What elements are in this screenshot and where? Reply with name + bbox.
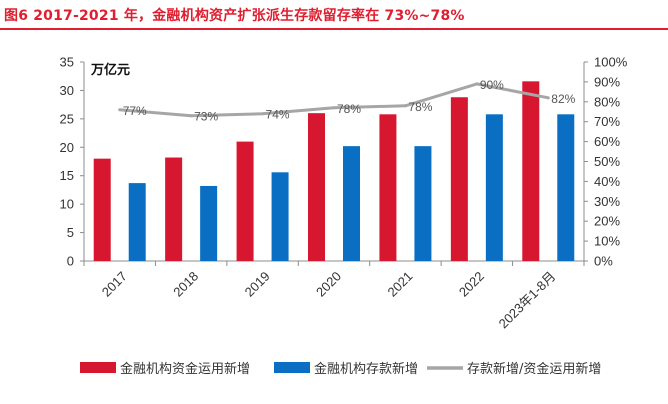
right-tick-label: 0% [594, 254, 613, 269]
bar-deposit-new [200, 185, 218, 261]
x-category-label: 2017 [99, 269, 130, 300]
ratio-line-point [189, 114, 193, 118]
bar-deposit-new [271, 172, 289, 261]
left-tick-label: 10 [60, 197, 74, 212]
bar-fund-use-new [308, 113, 325, 262]
right-tick-label: 60% [594, 134, 620, 149]
x-category-label: 2022 [456, 269, 487, 300]
right-tick-label: 40% [594, 174, 620, 189]
bar-deposit-new [557, 114, 575, 262]
left-tick-label: 35 [60, 55, 74, 70]
x-category-label: 2023年1-8月 [496, 269, 559, 332]
ratio-data-label: 73% [194, 110, 218, 124]
left-tick-label: 0 [67, 254, 74, 269]
legend-swatch [274, 362, 310, 373]
x-axis: 2017 2018 2019 2020 2021 2022 2023年1-8月 [83, 260, 585, 332]
ratio-line-point [475, 82, 479, 86]
ratio-data-label: 90% [480, 78, 504, 92]
right-tick-label: 90% [594, 74, 620, 89]
bar-fund-use-new [165, 157, 183, 261]
bar-deposit-new [485, 114, 503, 262]
ratio-line-point [261, 112, 265, 116]
ratio-data-label: 78% [408, 100, 432, 114]
right-tick-label: 20% [594, 214, 620, 229]
bars [93, 81, 575, 262]
ratio-line-point [332, 106, 336, 110]
ratio-data-label: 78% [337, 102, 361, 116]
bar-fund-use-new [450, 97, 468, 261]
ratio-line-point [546, 96, 550, 100]
bar-fund-use-new [522, 81, 540, 262]
right-axis: 0% 10% 20% 30% 40% 50% 60% 70% 80% 90% 100% [583, 55, 628, 269]
x-category-label: 2019 [242, 269, 273, 300]
left-tick-label: 25 [60, 111, 74, 126]
legend-label: 金融机构存款新增 [314, 361, 418, 377]
right-tick-label: 10% [594, 234, 620, 249]
left-tick-label: 20 [60, 140, 74, 155]
left-tick-label: 30 [60, 83, 74, 98]
ratio-data-label: 74% [266, 108, 290, 122]
legend-label: 存款新增/资金运用新增 [467, 361, 601, 377]
left-axis: 0 5 10 15 20 25 30 35 [60, 55, 85, 269]
x-category-label: 2021 [384, 269, 415, 300]
legend-swatch [80, 362, 116, 373]
ratio-data-label: 77% [123, 104, 147, 118]
ratio-line-point [403, 104, 407, 108]
legend: 金融机构资金运用新增 金融机构存款新增 存款新增/资金运用新增 [80, 361, 601, 377]
bar-fund-use-new [379, 114, 397, 262]
right-tick-label: 30% [594, 194, 620, 209]
bar-deposit-new [414, 146, 432, 261]
bar-deposit-new [343, 146, 360, 261]
bar-fund-use-new [236, 141, 254, 261]
left-tick-label: 15 [60, 168, 74, 183]
right-tick-label: 70% [594, 114, 620, 129]
legend-label: 金融机构资金运用新增 [120, 361, 250, 377]
ratio-line: 77% 73% 74% 78% 78% 90% 82% [118, 78, 576, 124]
title-divider [0, 28, 668, 30]
ratio-data-label: 82% [551, 92, 575, 106]
right-tick-label: 50% [594, 154, 620, 169]
bar-deposit-new [128, 183, 146, 261]
x-category-label: 2018 [170, 269, 201, 300]
ratio-line-point [118, 108, 122, 112]
right-tick-label: 100% [594, 55, 628, 70]
x-category-label: 2020 [313, 269, 344, 300]
right-tick-label: 80% [594, 94, 620, 109]
bar-fund-use-new [93, 158, 111, 261]
left-tick-label: 5 [67, 225, 74, 240]
chart-title: 图6 2017-2021 年，金融机构资产扩张派生存款留存率在 73%~78% [4, 8, 465, 24]
left-axis-unit-label: 万亿元 [90, 62, 130, 78]
